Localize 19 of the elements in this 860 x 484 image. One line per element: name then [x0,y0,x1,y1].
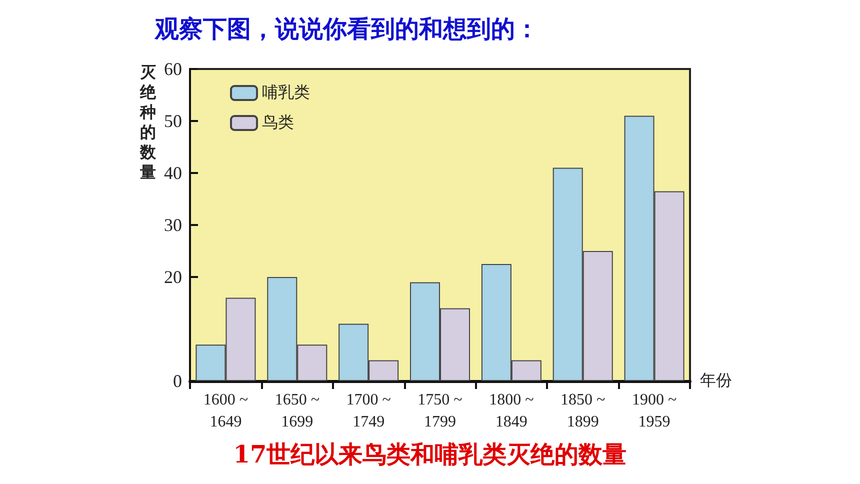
y-tick-label: 20 [164,267,182,287]
chart-title: 观察下图，说说你看到的和想到的： [154,15,539,43]
x-tick-label: 1600 ~ 1649 [203,392,248,430]
x-tick-label: 1800 ~ 1849 [489,392,534,430]
legend-label: 哺乳类 [262,84,310,102]
text: 17世纪以来鸟类和哺乳类灭绝的数量 [233,440,627,468]
legend-label: 鸟类 [262,114,294,132]
y-tick-label: 0 [173,371,182,391]
y-tick-label: 60 [164,59,182,79]
x-tick-label: 1850 ~ 1899 [560,392,606,430]
y-tick-label: 50 [164,111,182,131]
y-axis-title: 灭绝种的数量 [139,62,157,182]
x-tick-label: 1750 ~ 1799 [418,392,463,430]
y-tick-label: 40 [164,163,182,183]
y-tick-label: 30 [164,215,182,235]
x-tick-label: 1700 ~ 1749 [346,392,392,430]
x-tick-label: 1650 ~ 1699 [274,392,320,430]
x-axis-title: 年份 [700,372,732,390]
x-tick-label: 1900 ~ 1959 [632,392,677,430]
